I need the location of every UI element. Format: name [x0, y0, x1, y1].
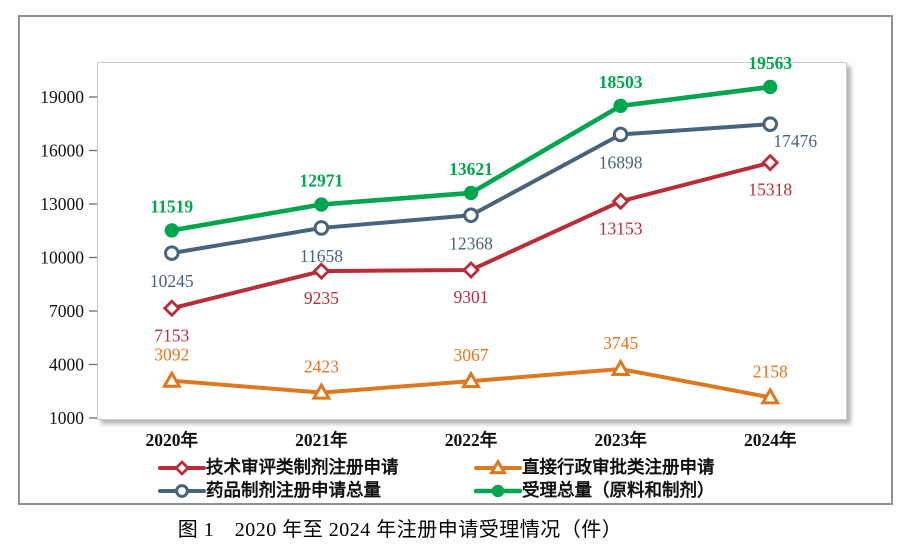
diamond-marker	[174, 459, 190, 476]
legend-item: 技术审评类制剂注册申请	[158, 458, 474, 477]
circle-open-marker	[175, 483, 189, 498]
legend-marker-icon	[474, 458, 522, 474]
legend-item: 药品制剂注册申请总量	[158, 481, 474, 500]
circle-filled-marker	[491, 484, 505, 497]
legend-label: 受理总量（原料和制剂）	[522, 480, 715, 500]
chart-legend: 技术审评类制剂注册申请 直接行政审批类注册申请药品制剂注册申请总量 受理总量（原料和…	[158, 458, 715, 500]
plot-area	[97, 62, 847, 420]
legend-label: 药品制剂注册申请总量	[206, 480, 381, 500]
legend-marker-icon	[158, 483, 206, 498]
figure-caption: 图 1 2020 年至 2024 年注册申请受理情况（件）	[177, 519, 623, 541]
triangle-marker	[489, 458, 507, 474]
legend-label: 直接行政审批类注册申请	[522, 457, 715, 477]
legend-marker-icon	[474, 484, 522, 497]
legend-marker-icon	[158, 459, 206, 476]
legend-label: 技术审评类制剂注册申请	[206, 457, 399, 477]
legend-item: 受理总量（原料和制剂）	[474, 481, 715, 500]
legend-item: 直接行政审批类注册申请	[474, 458, 715, 477]
